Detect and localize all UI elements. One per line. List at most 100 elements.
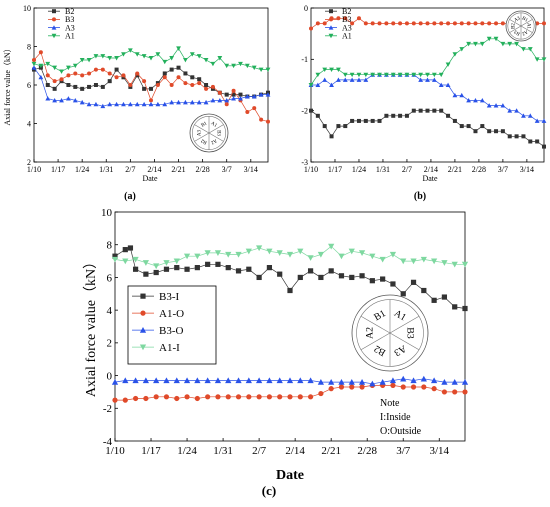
inset-label: A2 (209, 137, 217, 145)
point-b3-marker (45, 73, 50, 78)
point-b2-marker (535, 139, 540, 144)
inset-divider (389, 332, 420, 350)
x-tick-label: 2/21 (448, 165, 462, 174)
point-a1-marker (59, 69, 64, 74)
inset-divider (194, 132, 210, 142)
point-b3-marker (370, 21, 375, 26)
point-b2-marker (309, 108, 313, 113)
point-a1-o-marker (174, 395, 180, 402)
point-a1-marker (141, 54, 147, 59)
point-a1-i-marker (400, 258, 407, 265)
legend-b3-o-marker (139, 327, 147, 333)
inset-label: A3 (392, 342, 408, 358)
point-a3-marker (31, 65, 37, 70)
point-a1-marker (336, 67, 341, 72)
y-tick-label: -4 (103, 436, 113, 448)
plot-frame (114, 211, 466, 442)
point-b3-marker (52, 79, 57, 84)
series-line-b2 (310, 110, 545, 147)
point-b3-marker (204, 86, 209, 91)
point-a3-marker (169, 99, 175, 105)
point-a1-marker (370, 72, 376, 78)
point-b3-marker (473, 21, 478, 26)
point-a3-marker (479, 98, 485, 103)
point-b3-marker (487, 21, 492, 26)
point-b3-i-marker (369, 278, 375, 284)
point-b3-marker (121, 73, 126, 78)
inset-label: B1 (201, 121, 209, 128)
point-b2-marker (528, 139, 533, 144)
panel-label: (b) (414, 191, 426, 202)
point-a1-i-marker (266, 248, 273, 255)
point-b2-marker (487, 129, 492, 134)
point-a1-o-marker (215, 394, 221, 400)
point-b3-marker (377, 21, 382, 26)
point-a3-marker (251, 94, 257, 99)
legend-box (127, 285, 217, 365)
point-b3-o-marker (389, 377, 397, 384)
point-a1-o-marker (431, 386, 437, 392)
legend-a3-marker (328, 25, 334, 30)
legend-label-b3: B3 (65, 15, 74, 24)
point-b3-marker (66, 73, 71, 78)
point-b2-marker (391, 113, 396, 118)
point-a1-marker (45, 61, 51, 67)
point-a3-marker (356, 77, 362, 82)
point-a3-marker (148, 101, 154, 107)
point-b2-marker (197, 77, 202, 82)
point-a3-marker (134, 101, 140, 107)
series-b3 (309, 16, 546, 31)
y-tick-label: 6 (27, 81, 31, 90)
point-a1-marker (231, 63, 236, 69)
inset-divider (208, 132, 224, 142)
point-b3-marker (107, 71, 112, 76)
point-a3-marker (86, 101, 92, 107)
x-tick-label: 2/14 (285, 445, 305, 457)
point-b3-marker (162, 75, 167, 80)
point-b3-i-marker (143, 271, 149, 277)
inset-label: A3 (514, 16, 522, 24)
series-a3 (308, 72, 547, 123)
point-a1-i-marker (461, 261, 469, 268)
point-a1-marker (466, 41, 472, 47)
point-a1-i-marker (153, 263, 160, 270)
point-a1-o-marker (184, 394, 190, 400)
point-b2-marker (494, 129, 499, 134)
point-a3-marker (336, 77, 341, 82)
point-a1-marker (534, 57, 540, 62)
point-a3-marker (459, 92, 465, 98)
point-a1-i-marker (369, 253, 376, 260)
point-b3-o-marker (111, 378, 119, 385)
point-b3-i-marker (452, 304, 458, 310)
point-a1-marker (210, 61, 216, 67)
point-a1-marker (418, 72, 424, 78)
x-tick-label: 1/24 (352, 165, 366, 174)
point-a1-i-marker (317, 251, 325, 258)
point-b3-o-marker (142, 377, 150, 384)
point-a3-marker (322, 77, 328, 82)
point-b2-marker (52, 86, 57, 91)
x-tick-label: 2/7 (252, 445, 267, 457)
point-a3-marker (486, 103, 492, 108)
point-b3-marker (259, 117, 264, 122)
point-b3-o-marker (276, 377, 283, 384)
point-a3-marker (541, 118, 547, 123)
point-a1-i-marker (328, 243, 335, 250)
point-b3-o-marker (338, 378, 345, 385)
point-a1-marker (500, 41, 506, 47)
point-b3-i-marker (462, 305, 468, 312)
legend-b3-marker (52, 17, 56, 22)
point-a1-i-marker (420, 256, 427, 263)
point-b2-marker (343, 124, 348, 129)
inset-divider (520, 19, 533, 27)
point-a1-marker (238, 61, 243, 67)
point-b2-marker (542, 144, 546, 149)
point-a3-marker (438, 82, 444, 87)
y-tick-label: 0 (304, 4, 308, 13)
point-b3-i-marker (194, 265, 200, 271)
point-a1-marker (459, 47, 465, 52)
y-tick-label: -2 (103, 403, 112, 415)
point-a1-marker (217, 56, 223, 61)
